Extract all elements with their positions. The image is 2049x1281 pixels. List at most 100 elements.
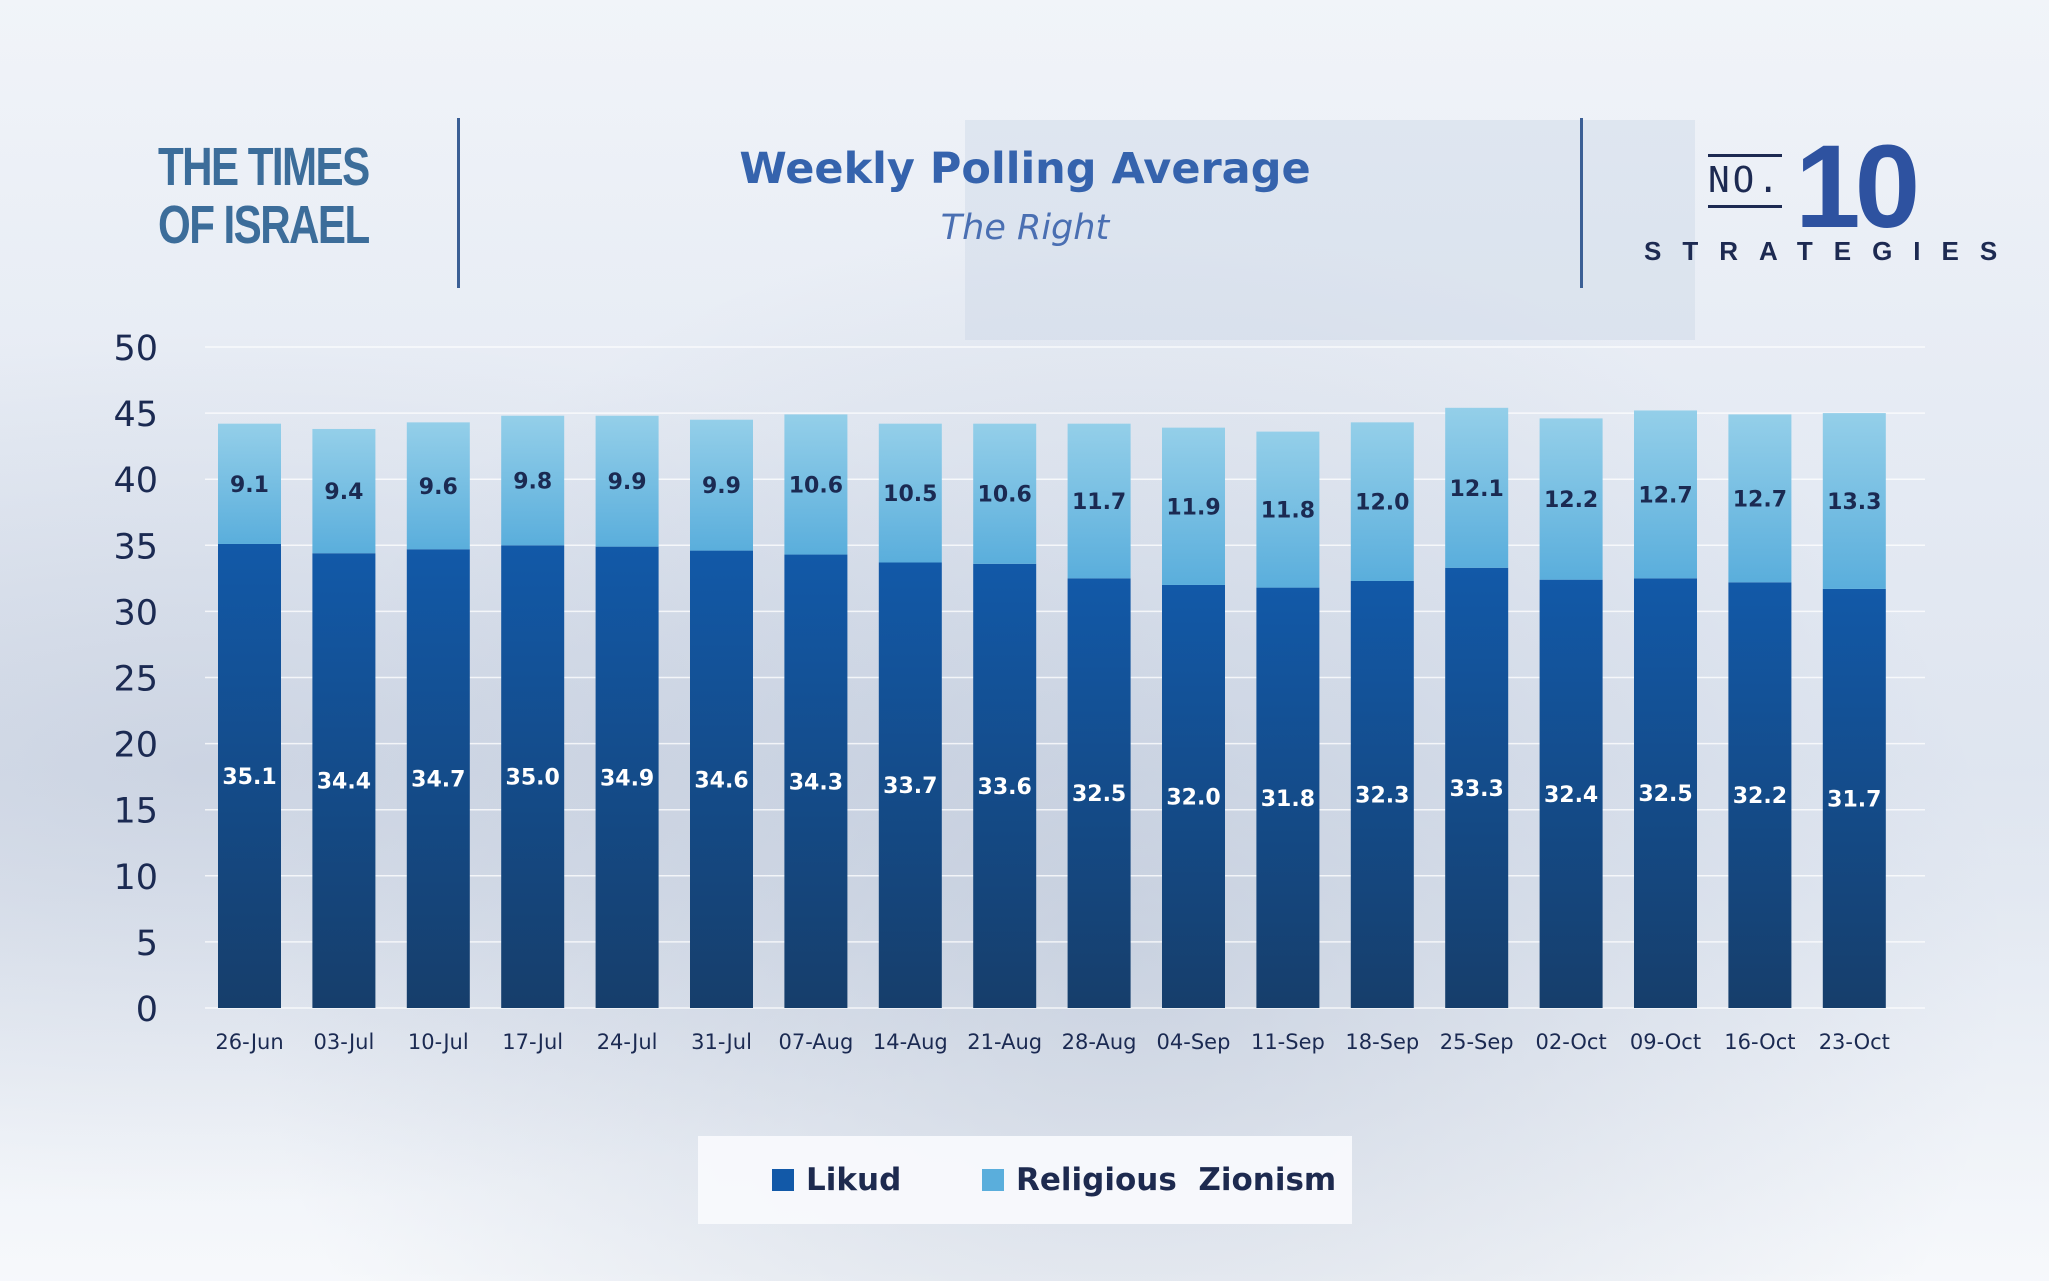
- bar-religious-zionism: [1067, 423, 1131, 579]
- data-label-likud: 35.1: [222, 765, 276, 790]
- x-tick-label: 07-Aug: [778, 1030, 853, 1054]
- legend-swatch-religious-zionism: [982, 1169, 1004, 1191]
- no10-number: 10: [1795, 121, 1920, 253]
- bar-likud: [406, 549, 470, 1008]
- data-label-likud: 34.9: [600, 766, 654, 791]
- bar-religious-zionism: [973, 423, 1037, 564]
- data-label-likud: 33.6: [978, 775, 1032, 800]
- data-label-likud: 31.7: [1827, 787, 1881, 812]
- data-label-likud: 34.3: [789, 770, 843, 795]
- x-tick-label: 31-Jul: [691, 1030, 752, 1054]
- data-label-religious-zionism: 9.1: [230, 473, 269, 498]
- data-label-religious-zionism: 12.7: [1638, 483, 1692, 508]
- bar-religious-zionism: [1728, 414, 1792, 583]
- x-tick-label: 28-Aug: [1062, 1030, 1137, 1054]
- bar-likud: [501, 545, 565, 1008]
- data-label-religious-zionism: 12.0: [1355, 491, 1409, 516]
- bar-likud: [1634, 578, 1697, 1008]
- bar-likud: [690, 550, 753, 1008]
- data-label-religious-zionism: 9.9: [702, 474, 741, 499]
- data-label-likud: 34.4: [317, 770, 371, 795]
- x-tick-label: 16-Oct: [1724, 1030, 1795, 1054]
- background-band: [965, 120, 1695, 340]
- y-tick-label: 50: [113, 329, 158, 369]
- bar-religious-zionism: [1162, 427, 1225, 585]
- bar-religious-zionism: [1539, 418, 1603, 580]
- data-label-likud: 32.3: [1355, 783, 1409, 808]
- legend-label-likud: Likud: [806, 1162, 902, 1198]
- y-tick-label: 10: [113, 858, 158, 898]
- bar-religious-zionism: [312, 428, 376, 554]
- x-tick-label: 02-Oct: [1535, 1030, 1606, 1054]
- bar-religious-zionism: [1256, 431, 1320, 588]
- data-label-religious-zionism: 11.7: [1072, 490, 1126, 515]
- data-label-religious-zionism: 9.8: [513, 470, 552, 495]
- no10-strategies-text: STRATEGIES: [1644, 236, 2019, 266]
- x-tick-label: 10-Jul: [408, 1030, 469, 1054]
- data-label-likud: 32.4: [1544, 783, 1598, 808]
- bar-religious-zionism: [784, 414, 848, 555]
- no10-no-text: NO.: [1708, 154, 1783, 208]
- x-tick-label: 26-Jun: [215, 1030, 283, 1054]
- legend: Likud Religious Zionism: [698, 1136, 1352, 1224]
- bar-religious-zionism: [1634, 410, 1697, 579]
- data-label-likud: 35.0: [506, 766, 560, 791]
- data-label-religious-zionism: 9.4: [324, 480, 363, 505]
- y-tick-label: 35: [113, 527, 158, 567]
- x-tick-label: 04-Sep: [1157, 1030, 1231, 1054]
- header-divider-left: [457, 118, 460, 288]
- x-tick-label: 11-Sep: [1251, 1030, 1325, 1054]
- bar-likud: [312, 553, 376, 1008]
- x-tick-label: 23-Oct: [1819, 1030, 1890, 1054]
- no10-strategies-logo: NO. 10 STRATEGIES: [1640, 122, 2000, 268]
- data-label-religious-zionism: 11.8: [1261, 499, 1315, 524]
- legend-item-likud: Likud: [772, 1136, 901, 1224]
- data-label-likud: 32.2: [1733, 784, 1787, 809]
- x-tick-label: 14-Aug: [873, 1030, 948, 1054]
- y-tick-label: 20: [113, 726, 158, 766]
- bar-likud: [595, 546, 659, 1008]
- bar-likud: [973, 563, 1037, 1008]
- data-label-likud: 32.0: [1166, 785, 1220, 810]
- bar-likud: [784, 554, 848, 1008]
- bar-religious-zionism: [1350, 422, 1414, 581]
- data-label-religious-zionism: 13.3: [1827, 490, 1881, 515]
- y-tick-label: 45: [113, 395, 158, 435]
- data-label-likud: 33.7: [883, 774, 937, 799]
- bar-likud: [1445, 567, 1509, 1008]
- bar-religious-zionism: [406, 422, 470, 550]
- bar-likud: [218, 543, 281, 1008]
- y-tick-label: 5: [136, 924, 158, 964]
- legend-swatch-likud: [772, 1169, 794, 1191]
- bar-religious-zionism: [690, 419, 753, 551]
- data-label-likud: 34.7: [411, 768, 465, 793]
- data-label-likud: 32.5: [1638, 782, 1692, 807]
- data-label-religious-zionism: 9.6: [419, 475, 458, 500]
- bar-likud: [1350, 580, 1414, 1008]
- bar-likud: [878, 562, 942, 1008]
- bar-religious-zionism: [595, 415, 659, 547]
- header-divider-right: [1580, 118, 1583, 288]
- data-label-religious-zionism: 12.7: [1733, 487, 1787, 512]
- data-label-religious-zionism: 10.6: [978, 483, 1032, 508]
- x-tick-label: 24-Jul: [597, 1030, 658, 1054]
- bar-religious-zionism: [501, 415, 565, 546]
- bar-religious-zionism: [1822, 413, 1886, 589]
- y-tick-label: 40: [113, 461, 158, 501]
- y-tick-label: 30: [113, 593, 158, 633]
- bar-likud: [1539, 579, 1603, 1008]
- bar-likud: [1822, 588, 1886, 1008]
- x-tick-label: 18-Sep: [1345, 1030, 1419, 1054]
- bar-likud: [1728, 582, 1792, 1008]
- data-label-religious-zionism: 11.9: [1166, 495, 1220, 520]
- bar-likud: [1067, 578, 1131, 1008]
- data-label-religious-zionism: 10.5: [883, 482, 937, 507]
- data-label-likud: 31.8: [1261, 787, 1315, 812]
- data-label-religious-zionism: 12.2: [1544, 488, 1598, 513]
- y-axis: 0 5 10 15 20 25 30 35 40 45 50: [113, 329, 158, 1030]
- data-label-likud: 32.5: [1072, 782, 1126, 807]
- bar-religious-zionism: [1445, 407, 1509, 568]
- chart-subtitle: The Right: [940, 208, 1110, 248]
- bar-likud: [1162, 584, 1225, 1008]
